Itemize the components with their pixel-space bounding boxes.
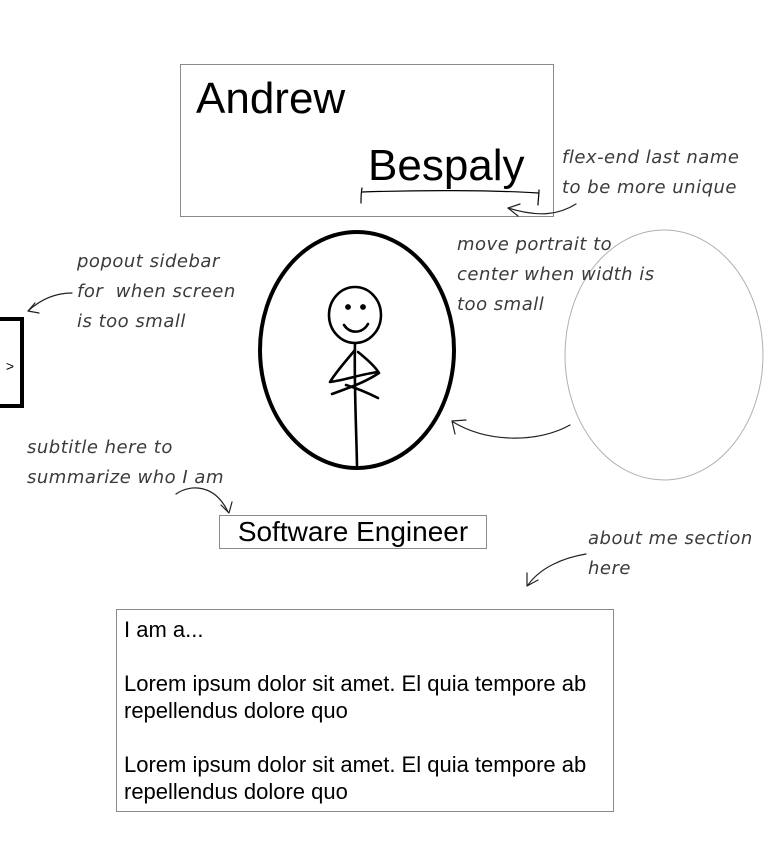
subtitle-arrow: [175, 487, 229, 513]
portrait-note: move portrait to center when width is to…: [457, 234, 655, 315]
sidebar-note: popout sidebar for when screen is too sm…: [77, 251, 236, 332]
about-paragraph-2: Lorem ipsum dolor sit amet. El quia temp…: [124, 752, 587, 804]
annotation-arrows: [27, 203, 587, 587]
popout-sidebar-toggle[interactable]: >: [0, 317, 24, 408]
stick-figure-portrait: [327, 285, 383, 467]
ghost-portrait-outline: [564, 229, 764, 481]
sidebar-arrow: [27, 292, 73, 312]
portrait-frame: [258, 230, 456, 470]
portrait-arrow: [452, 421, 571, 439]
name-header-box: Andrew Bespaly: [180, 64, 554, 217]
about-note: about me section here: [588, 528, 753, 579]
last-name-arrow: [507, 203, 577, 215]
subtitle-note: subtitle here to summarize who I am: [27, 437, 224, 488]
last-name-bracket: [360, 187, 540, 206]
last-name-note: flex-end last name to be more unique: [562, 147, 740, 198]
first-name: Andrew: [196, 74, 346, 123]
about-heading: I am a...: [124, 617, 204, 642]
about-section: I am a... Lorem ipsum dolor sit amet. El…: [116, 609, 614, 812]
about-arrow: [527, 553, 587, 586]
last-name: Bespaly: [368, 141, 525, 190]
about-paragraph-1: Lorem ipsum dolor sit amet. El quia temp…: [124, 671, 587, 723]
subtitle: Software Engineer: [219, 515, 487, 549]
